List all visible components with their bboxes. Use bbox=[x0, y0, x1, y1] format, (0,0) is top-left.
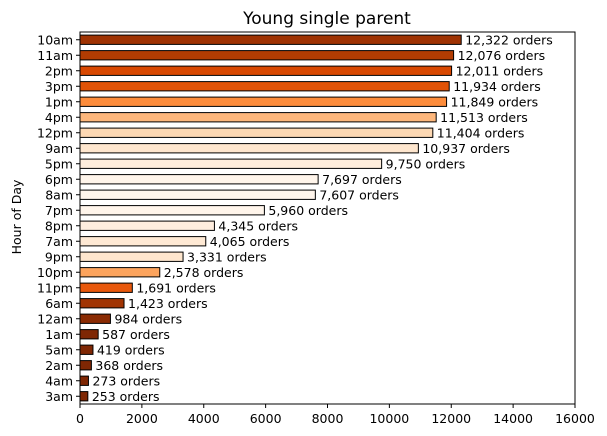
y-tick-label-7pm: 7pm bbox=[45, 203, 73, 218]
data-label-4pm: 11,513 orders bbox=[440, 110, 528, 125]
data-label-8am: 7,607 orders bbox=[319, 187, 399, 202]
bar-8am bbox=[79, 189, 316, 200]
y-tick-label-11am: 11am bbox=[37, 48, 73, 63]
data-label-9am: 10,937 orders bbox=[422, 141, 510, 156]
data-label-3am: 253 orders bbox=[92, 389, 160, 404]
bar-5pm bbox=[79, 158, 383, 169]
x-tick-label-4000: 4000 bbox=[188, 411, 220, 426]
x-tick-label-14000: 14000 bbox=[493, 411, 533, 426]
bar-1pm bbox=[79, 96, 448, 107]
bar-12pm bbox=[79, 127, 434, 138]
bar-2am bbox=[79, 360, 92, 371]
x-tick-label-10000: 10000 bbox=[369, 411, 409, 426]
bar-7pm bbox=[79, 205, 265, 216]
y-tick-label-7am: 7am bbox=[45, 234, 73, 249]
y-tick-label-10am: 10am bbox=[37, 32, 73, 47]
y-tick-label-2pm: 2pm bbox=[45, 63, 73, 78]
plot-frame bbox=[79, 31, 576, 405]
y-tick-label-3am: 3am bbox=[45, 389, 73, 404]
data-label-8pm: 4,345 orders bbox=[218, 218, 298, 233]
y-tick-label-2am: 2am bbox=[45, 358, 73, 373]
y-tick-label-5am: 5am bbox=[45, 342, 73, 357]
data-label-1am: 587 orders bbox=[102, 327, 170, 342]
bar-7am bbox=[79, 236, 207, 247]
data-label-9pm: 3,331 orders bbox=[187, 249, 267, 264]
bar-4pm bbox=[79, 112, 437, 123]
bar-6am bbox=[79, 298, 125, 309]
data-label-2am: 368 orders bbox=[95, 358, 163, 373]
data-label-4am: 273 orders bbox=[92, 373, 160, 388]
data-label-5am: 419 orders bbox=[97, 342, 165, 357]
y-axis-label: Hour of Day bbox=[9, 179, 24, 254]
bar-9pm bbox=[79, 251, 184, 262]
bar-4am bbox=[79, 375, 89, 386]
data-label-3pm: 11,934 orders bbox=[453, 79, 541, 94]
data-label-7am: 4,065 orders bbox=[210, 234, 290, 249]
data-label-10pm: 2,578 orders bbox=[164, 265, 244, 280]
bar-11am bbox=[79, 50, 455, 61]
data-label-2pm: 12,011 orders bbox=[456, 63, 544, 78]
y-ticks-group: 10am11am2pm3pm1pm4pm12pm9am5pm6pm8am7pm8… bbox=[37, 32, 80, 404]
x-tick-label-12000: 12000 bbox=[431, 411, 471, 426]
y-tick-label-8am: 8am bbox=[45, 187, 73, 202]
y-tick-label-12am: 12am bbox=[37, 311, 73, 326]
y-tick-label-11pm: 11pm bbox=[37, 280, 73, 295]
x-tick-label-8000: 8000 bbox=[312, 411, 344, 426]
y-tick-label-9am: 9am bbox=[45, 141, 73, 156]
x-ticks-group: 0 2000 4000 6000 8000 10000 12000 14000 16000 bbox=[76, 404, 595, 426]
y-tick-label-3pm: 3pm bbox=[45, 79, 73, 94]
x-tick-label-6000: 6000 bbox=[250, 411, 282, 426]
y-tick-label-6pm: 6pm bbox=[45, 172, 73, 187]
bar-2pm bbox=[79, 65, 453, 76]
y-tick-label-9pm: 9pm bbox=[45, 249, 73, 264]
y-tick-label-4pm: 4pm bbox=[45, 110, 73, 125]
y-tick-label-1am: 1am bbox=[45, 327, 73, 342]
bar-8pm bbox=[79, 220, 215, 231]
bar-10am bbox=[79, 34, 462, 45]
y-tick-label-1pm: 1pm bbox=[45, 94, 73, 109]
data-label-11am: 12,076 orders bbox=[458, 48, 546, 63]
data-label-12am: 984 orders bbox=[114, 311, 182, 326]
y-tick-label-10pm: 10pm bbox=[37, 265, 73, 280]
bar-5am bbox=[79, 344, 94, 355]
y-tick-label-4am: 4am bbox=[45, 373, 73, 388]
data-label-1pm: 11,849 orders bbox=[451, 94, 539, 109]
data-label-10am: 12,322 orders bbox=[465, 32, 553, 47]
data-label-12pm: 11,404 orders bbox=[437, 125, 525, 140]
bar-6pm bbox=[79, 174, 319, 185]
bar-12am bbox=[79, 313, 111, 324]
x-tick-label-2000: 2000 bbox=[126, 411, 158, 426]
bar-11pm bbox=[79, 282, 133, 293]
bar-3pm bbox=[79, 81, 450, 92]
bar-1am bbox=[79, 329, 99, 340]
bar-10pm bbox=[79, 267, 161, 278]
x-tick-label-0: 0 bbox=[76, 411, 84, 426]
data-label-6am: 1,423 orders bbox=[128, 296, 208, 311]
y-tick-label-8pm: 8pm bbox=[45, 218, 73, 233]
x-tick-label-16000: 16000 bbox=[555, 411, 595, 426]
y-tick-label-6am: 6am bbox=[45, 296, 73, 311]
y-tick-label-12pm: 12pm bbox=[37, 125, 73, 140]
data-label-5pm: 9,750 orders bbox=[386, 156, 466, 171]
bar-3am bbox=[79, 391, 89, 402]
data-label-11pm: 1,691 orders bbox=[136, 280, 216, 295]
y-tick-label-5pm: 5pm bbox=[45, 156, 73, 171]
data-label-6pm: 7,697 orders bbox=[322, 172, 402, 187]
data-label-7pm: 5,960 orders bbox=[268, 203, 348, 218]
bar-9am bbox=[79, 143, 419, 154]
chart-title: Young single parent bbox=[242, 9, 411, 29]
